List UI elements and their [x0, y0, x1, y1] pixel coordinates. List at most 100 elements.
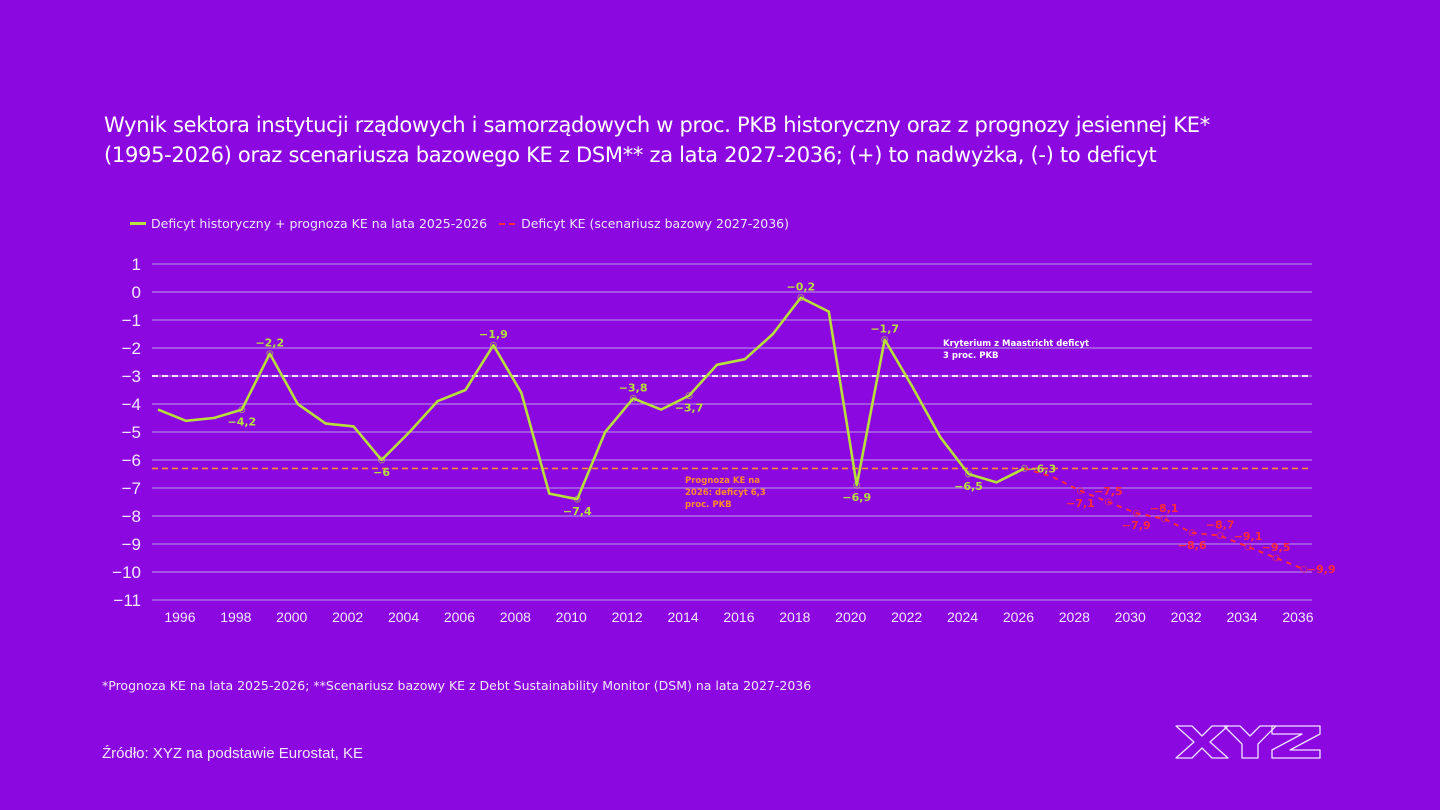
forecast-data-label: −8,7 — [1206, 519, 1235, 532]
y-tick-label: −3 — [122, 367, 141, 386]
historical-point-marker — [685, 392, 693, 400]
y-tick-label: 1 — [132, 255, 141, 274]
historical-data-label: −6,9 — [842, 491, 871, 504]
x-tick-label: 2012 — [612, 609, 643, 625]
historical-data-label: −1,7 — [870, 323, 899, 336]
historical-data-label: −6,5 — [954, 480, 983, 493]
x-tick-label: 2028 — [1059, 609, 1090, 625]
x-tick-label: 2000 — [276, 609, 307, 625]
ke2026-annotation-line-2: 2026: deficyt 6,3 — [685, 488, 766, 498]
y-tick-label: −5 — [122, 423, 141, 442]
historical-data-label: −2,2 — [255, 337, 284, 350]
x-tick-label: 2020 — [835, 609, 866, 625]
historical-point-marker — [1020, 464, 1028, 472]
x-tick-label: 2004 — [388, 609, 419, 625]
x-tick-label: 2032 — [1171, 609, 1202, 625]
legend-label-historical: Deficyt historyczny + prognoza KE na lat… — [151, 216, 488, 231]
legend: Deficyt historyczny + prognoza KE na lat… — [130, 216, 789, 231]
y-tick-label: −7 — [122, 479, 141, 498]
forecast-point-marker — [1104, 498, 1112, 506]
y-tick-label: −8 — [122, 507, 141, 526]
chart-title-line-1: Wynik sektora instytucji rządowych i sam… — [104, 113, 1210, 137]
source-note: Źródło: XYZ na podstawie Eurostat, KE — [102, 745, 363, 762]
chart-title: Wynik sektora instytucji rządowych i sam… — [104, 110, 1344, 170]
y-tick-label: −6 — [122, 451, 141, 470]
forecast-point-marker — [1076, 487, 1084, 495]
reference-lines — [152, 375, 1312, 470]
x-tick-label: 2006 — [444, 609, 475, 625]
forecast-data-label: −8,1 — [1150, 502, 1179, 515]
forecast-point-marker — [1216, 532, 1224, 540]
x-tick-label: 2010 — [556, 609, 587, 625]
y-tick-label: −1 — [122, 311, 141, 330]
legend-swatch-forecast — [499, 222, 516, 225]
forecast-point-marker — [1300, 565, 1308, 573]
forecast-data-label: −9,9 — [1307, 563, 1336, 576]
data-labels: −4,2 −2,2 −6 −1,9 −7,4 −3,8 −3,7 −0,2 −6,9 −1,7 −6… — [227, 281, 1335, 577]
historical-data-label: −3,7 — [675, 402, 704, 415]
historical-data-label: −0,2 — [786, 281, 815, 294]
historical-line — [157, 296, 1026, 501]
historical-data-label: −7,4 — [563, 505, 592, 518]
forecast-data-label: −7,9 — [1122, 519, 1151, 532]
historical-point-marker — [266, 350, 274, 358]
x-tick-label: 2018 — [779, 609, 810, 625]
y-tick-label: −9 — [122, 535, 141, 554]
x-tick-label: 2022 — [891, 609, 922, 625]
gridlines — [152, 263, 1312, 601]
maastricht-annotation-line-1: Kryterium z Maastricht deficyt — [943, 339, 1089, 349]
legend-swatch-historical — [130, 222, 146, 225]
footnote: *Prognoza KE na lata 2025-2026; **Scenar… — [102, 678, 812, 693]
forecast-data-label: −8,6 — [1178, 539, 1207, 552]
forecast-point-marker — [1132, 509, 1140, 517]
y-tick-label: −2 — [122, 339, 141, 358]
ke2026-annotation-line-3: proc. PKB — [685, 500, 732, 510]
x-tick-label: 2034 — [1226, 609, 1257, 625]
forecast-data-label: −9,5 — [1262, 541, 1291, 554]
y-axis-ticks: 1 0 −1 −2 −3 −4 −5 −6 −7 −8 −9 −10 −11 — [112, 255, 141, 610]
forecast-point-marker — [1272, 554, 1280, 562]
historical-point-marker — [629, 394, 637, 402]
ke2026-annotation-line-1: Prognoza KE na — [685, 476, 760, 486]
chart-plot: 1 0 −1 −2 −3 −4 −5 −6 −7 −8 −9 −10 −11 1996 1998 2000 2… — [112, 255, 1335, 625]
historical-point-marker — [853, 481, 861, 489]
historical-point-marker — [238, 406, 246, 414]
historical-data-label: −6,3 — [1027, 462, 1056, 475]
xyz-logo — [1175, 725, 1321, 759]
forecast-data-label: −7,5 — [1094, 485, 1123, 498]
x-tick-label: 2002 — [332, 609, 363, 625]
historical-point-marker — [378, 456, 386, 464]
historical-data-label: −4,2 — [227, 416, 256, 429]
forecast-point-marker — [1188, 529, 1196, 537]
x-tick-label: 1996 — [164, 609, 195, 625]
x-tick-label: 2014 — [667, 609, 698, 625]
historical-data-label: −1,9 — [479, 328, 508, 341]
forecast-data-label: −9,1 — [1234, 530, 1263, 543]
historical-point-marker — [797, 294, 805, 302]
maastricht-annotation-line-2: 3 proc. PKB — [943, 351, 999, 361]
x-tick-label: 2030 — [1115, 609, 1146, 625]
historical-point-marker — [573, 495, 581, 503]
x-tick-label: 2024 — [947, 609, 978, 625]
x-tick-label: 2008 — [500, 609, 531, 625]
y-tick-label: −4 — [122, 395, 141, 414]
forecast-point-marker — [1160, 515, 1168, 523]
x-axis-ticks: 1996 1998 2000 2002 2004 2006 2008 2010 2012 2014… — [164, 609, 1313, 625]
y-tick-label: 0 — [132, 283, 141, 302]
x-tick-label: 2036 — [1282, 609, 1313, 625]
historical-data-label: −3,8 — [619, 381, 648, 394]
chart-title-line-2: (1995-2026) oraz scenariusza bazowego KE… — [104, 143, 1157, 167]
forecast-line — [1024, 467, 1305, 571]
series-lines — [157, 296, 1305, 571]
y-tick-label: −11 — [113, 591, 141, 610]
x-tick-label: 1998 — [220, 609, 251, 625]
y-tick-label: −10 — [112, 563, 141, 582]
historical-data-label: −6 — [373, 466, 390, 479]
historical-point-marker — [881, 336, 889, 344]
historical-point-marker — [489, 341, 497, 349]
x-tick-label: 2016 — [723, 609, 754, 625]
x-tick-label: 2026 — [1003, 609, 1034, 625]
legend-label-forecast: Deficyt KE (scenariusz bazowy 2027-2036) — [521, 216, 790, 231]
historical-point-marker — [965, 470, 973, 478]
forecast-point-marker — [1244, 543, 1252, 551]
